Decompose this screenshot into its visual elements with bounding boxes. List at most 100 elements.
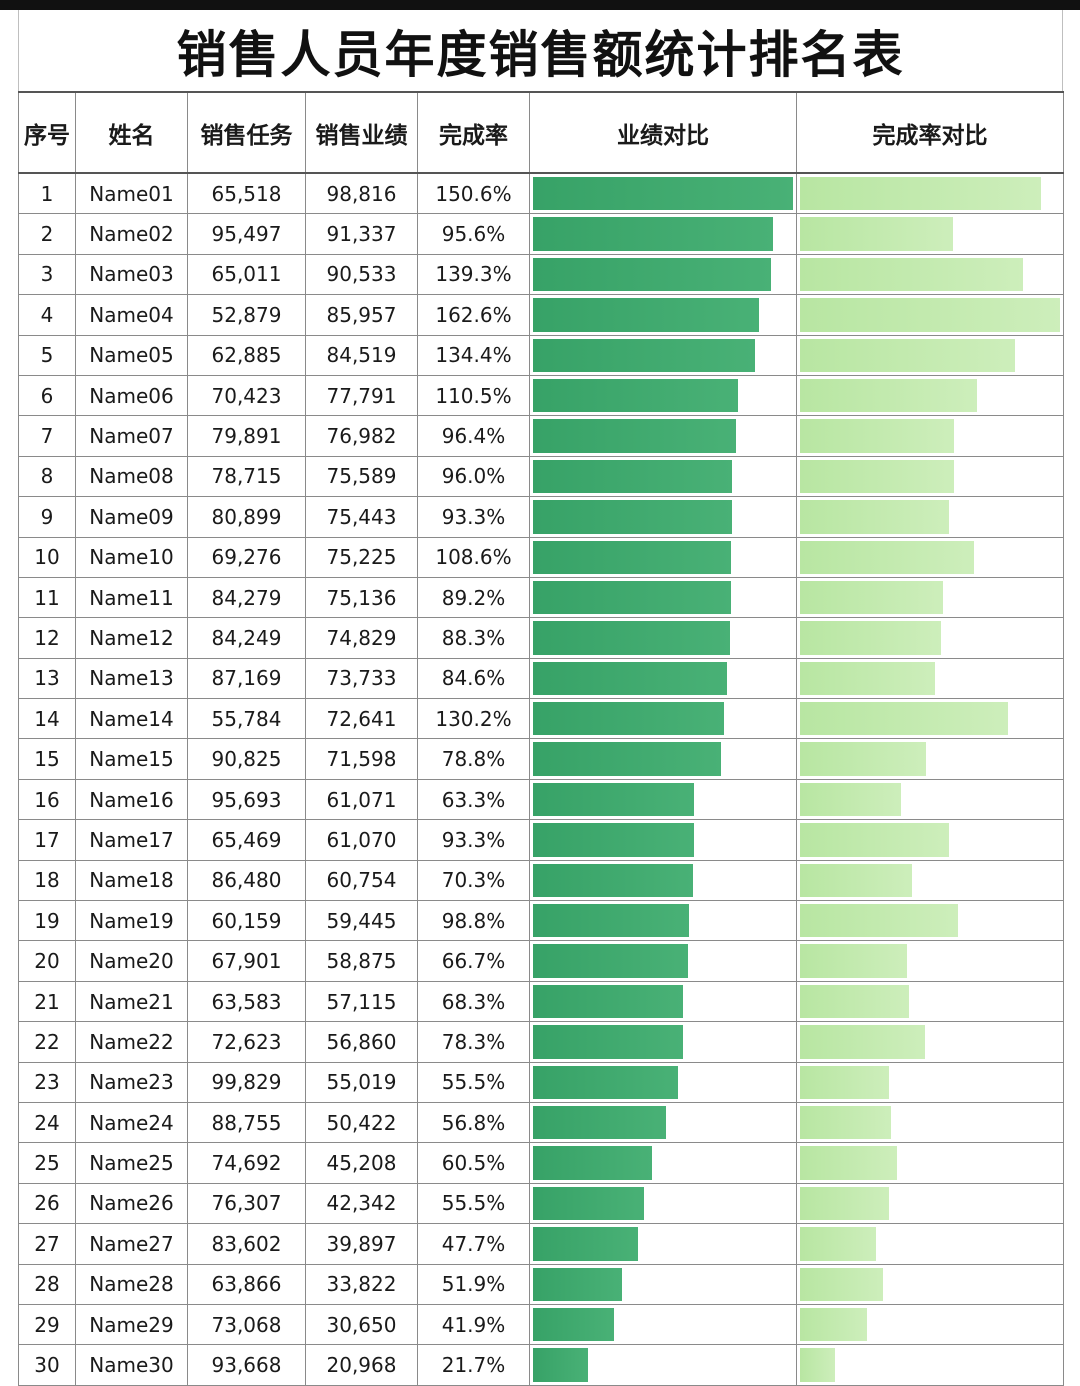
cell-no[interactable]: 26 (18, 1182, 76, 1225)
cell-name[interactable]: Name13 (75, 657, 188, 700)
cell-actual[interactable]: 75,589 (305, 455, 418, 498)
cell-no[interactable]: 10 (18, 536, 76, 578)
cell-rate[interactable]: 95.6% (417, 213, 530, 255)
table-row[interactable]: 27 Name27 83,602 39,897 47.7% (18, 1223, 1064, 1265)
table-row[interactable]: 17 Name17 65,469 61,070 93.3% (18, 819, 1064, 861)
cell-actual-compare[interactable] (529, 617, 797, 659)
table-row[interactable]: 5 Name05 62,885 84,519 134.4% (18, 334, 1064, 376)
cell-no[interactable]: 29 (18, 1303, 76, 1346)
table-row[interactable]: 2 Name02 95,497 91,337 95.6% (18, 213, 1064, 255)
cell-actual[interactable]: 98,816 (305, 172, 418, 215)
cell-actual-compare[interactable] (529, 374, 797, 417)
cell-actual[interactable]: 84,519 (305, 334, 418, 376)
cell-rate-compare[interactable] (796, 940, 1064, 982)
cell-rate-compare[interactable] (796, 980, 1064, 1023)
cell-rate-compare[interactable] (796, 778, 1064, 821)
cell-actual-compare[interactable] (529, 1223, 797, 1265)
cell-actual[interactable]: 58,875 (305, 940, 418, 982)
table-row[interactable]: 20 Name20 67,901 58,875 66.7% (18, 940, 1064, 982)
cell-target[interactable]: 60,159 (187, 900, 306, 942)
cell-name[interactable]: Name06 (75, 374, 188, 417)
cell-rate[interactable]: 60.5% (417, 1142, 530, 1184)
table-row[interactable]: 24 Name24 88,755 50,422 56.8% (18, 1101, 1064, 1144)
cell-rate-compare[interactable] (796, 1182, 1064, 1225)
cell-target[interactable]: 74,692 (187, 1142, 306, 1184)
cell-name[interactable]: Name05 (75, 334, 188, 376)
cell-rate[interactable]: 130.2% (417, 698, 530, 740)
cell-rate-compare[interactable] (796, 617, 1064, 659)
cell-actual[interactable]: 60,754 (305, 859, 418, 902)
cell-rate[interactable]: 47.7% (417, 1223, 530, 1265)
cell-rate[interactable]: 51.9% (417, 1263, 530, 1305)
cell-rate[interactable]: 96.0% (417, 455, 530, 498)
cell-target[interactable]: 79,891 (187, 415, 306, 457)
cell-actual-compare[interactable] (529, 738, 797, 780)
cell-target[interactable]: 63,583 (187, 980, 306, 1023)
cell-name[interactable]: Name10 (75, 536, 188, 578)
cell-actual[interactable]: 61,071 (305, 778, 418, 821)
cell-rate-compare[interactable] (796, 415, 1064, 457)
table-row[interactable]: 1 Name01 65,518 98,816 150.6% (18, 172, 1064, 215)
cell-actual-compare[interactable] (529, 1182, 797, 1225)
cell-target[interactable]: 87,169 (187, 657, 306, 700)
cell-actual-compare[interactable] (529, 1303, 797, 1346)
cell-actual[interactable]: 61,070 (305, 819, 418, 861)
cell-no[interactable]: 11 (18, 576, 76, 619)
cell-rate-compare[interactable] (796, 1303, 1064, 1346)
cell-rate[interactable]: 56.8% (417, 1101, 530, 1144)
cell-name[interactable]: Name07 (75, 415, 188, 457)
cell-actual[interactable]: 75,443 (305, 496, 418, 538)
cell-name[interactable]: Name23 (75, 1061, 188, 1103)
table-row[interactable]: 25 Name25 74,692 45,208 60.5% (18, 1142, 1064, 1184)
cell-rate-compare[interactable] (796, 859, 1064, 902)
cell-rate[interactable]: 98.8% (417, 900, 530, 942)
table-row[interactable]: 26 Name26 76,307 42,342 55.5% (18, 1182, 1064, 1225)
table-row[interactable]: 12 Name12 84,249 74,829 88.3% (18, 617, 1064, 659)
cell-name[interactable]: Name29 (75, 1303, 188, 1346)
cell-target[interactable]: 67,901 (187, 940, 306, 982)
cell-rate[interactable]: 66.7% (417, 940, 530, 982)
cell-rate[interactable]: 84.6% (417, 657, 530, 700)
header-no[interactable]: 序号 (18, 91, 76, 174)
table-row[interactable]: 22 Name22 72,623 56,860 78.3% (18, 1021, 1064, 1063)
cell-no[interactable]: 9 (18, 496, 76, 538)
cell-rate[interactable]: 134.4% (417, 334, 530, 376)
cell-rate-compare[interactable] (796, 657, 1064, 700)
cell-actual-compare[interactable] (529, 253, 797, 296)
cell-no[interactable]: 7 (18, 415, 76, 457)
cell-no[interactable]: 22 (18, 1021, 76, 1063)
cell-no[interactable]: 30 (18, 1344, 76, 1386)
cell-target[interactable]: 95,693 (187, 778, 306, 821)
cell-no[interactable]: 27 (18, 1223, 76, 1265)
cell-actual[interactable]: 56,860 (305, 1021, 418, 1063)
cell-rate-compare[interactable] (796, 1061, 1064, 1103)
cell-rate-compare[interactable] (796, 172, 1064, 215)
cell-actual[interactable]: 75,225 (305, 536, 418, 578)
cell-rate-compare[interactable] (796, 900, 1064, 942)
cell-rate[interactable]: 21.7% (417, 1344, 530, 1386)
cell-actual[interactable]: 72,641 (305, 698, 418, 740)
cell-no[interactable]: 19 (18, 900, 76, 942)
cell-actual-compare[interactable] (529, 334, 797, 376)
cell-target[interactable]: 52,879 (187, 294, 306, 336)
cell-target[interactable]: 76,307 (187, 1182, 306, 1225)
cell-name[interactable]: Name09 (75, 496, 188, 538)
cell-actual[interactable]: 75,136 (305, 576, 418, 619)
cell-name[interactable]: Name11 (75, 576, 188, 619)
cell-rate[interactable]: 88.3% (417, 617, 530, 659)
cell-no[interactable]: 28 (18, 1263, 76, 1305)
cell-no[interactable]: 6 (18, 374, 76, 417)
cell-target[interactable]: 86,480 (187, 859, 306, 902)
cell-actual-compare[interactable] (529, 698, 797, 740)
cell-rate[interactable]: 89.2% (417, 576, 530, 619)
cell-actual-compare[interactable] (529, 1101, 797, 1144)
cell-rate-compare[interactable] (796, 698, 1064, 740)
header-name[interactable]: 姓名 (75, 91, 188, 174)
cell-name[interactable]: Name24 (75, 1101, 188, 1144)
cell-actual-compare[interactable] (529, 1344, 797, 1386)
header-actual[interactable]: 销售业绩 (305, 91, 418, 174)
cell-target[interactable]: 99,829 (187, 1061, 306, 1103)
cell-name[interactable]: Name15 (75, 738, 188, 780)
table-row[interactable]: 6 Name06 70,423 77,791 110.5% (18, 374, 1064, 417)
cell-actual-compare[interactable] (529, 657, 797, 700)
